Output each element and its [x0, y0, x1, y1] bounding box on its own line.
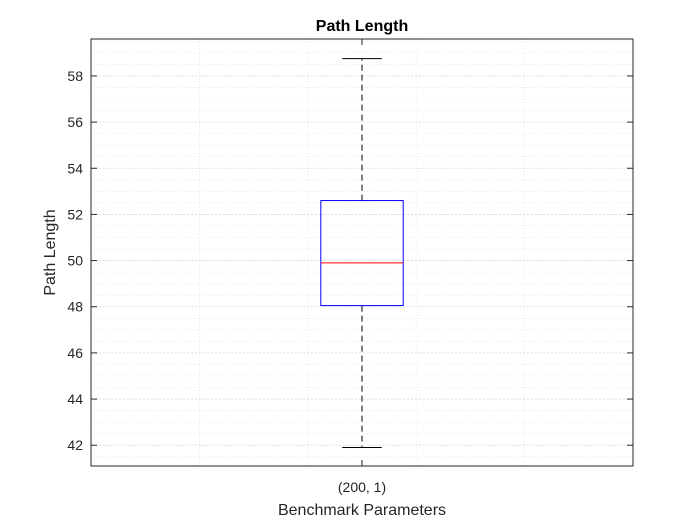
x-tick-label: (200, 1): [338, 479, 386, 495]
y-tick-label: 50: [67, 253, 83, 269]
y-tick-label: 52: [67, 206, 83, 222]
y-tick-label: 56: [67, 114, 83, 130]
axes-frame: [90, 38, 634, 467]
y-tick-label: 42: [67, 437, 83, 453]
tick-layer: 42 44 46 48 50 52 54 56 58 (200, 1): [67, 39, 633, 495]
y-tick-label: 46: [67, 345, 83, 361]
x-axis-label: Benchmark Parameters: [278, 502, 446, 519]
y-tick-label: 48: [67, 299, 83, 315]
y-tick-label: 54: [67, 160, 83, 176]
y-axis-label: Path Length: [42, 209, 59, 295]
y-tick-label: 58: [67, 68, 83, 84]
chart-title: Path Length: [316, 18, 408, 35]
box-iqr: [320, 200, 404, 307]
box-layer: [320, 58, 404, 449]
grid-layer: [91, 39, 633, 466]
y-tick-label: 44: [67, 391, 83, 407]
